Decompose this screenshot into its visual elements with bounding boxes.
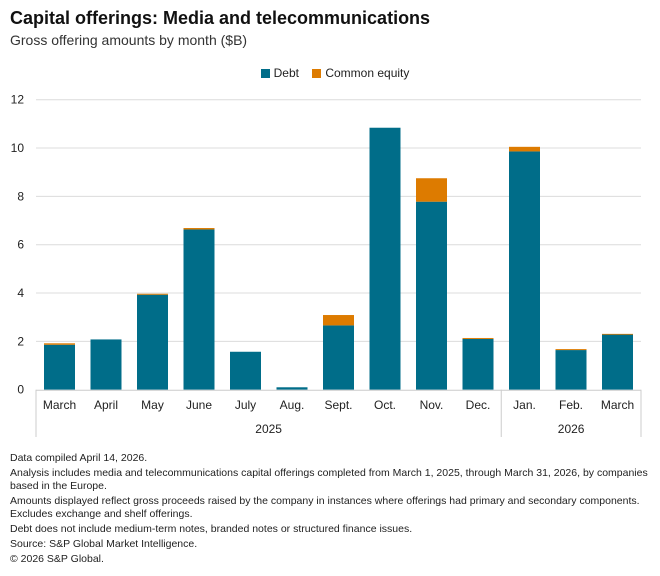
y-tick-label: 8 [17,189,24,203]
bar-debt [90,339,122,390]
x-tick-label: June [186,398,212,412]
bar-debt [602,334,633,390]
x-tick-label: July [235,398,256,412]
bar-debt [183,229,215,390]
note: Data compiled April 14, 2026. [10,452,148,464]
x-tick-label: May [141,398,164,412]
legend-swatch-equity [312,69,322,78]
year-label: 2026 [558,422,585,436]
bar-debt [323,325,354,390]
bar-debt [462,338,494,390]
note: © 2026 S&P Global. [10,553,104,565]
chart-title: Capital offerings: Media and telecommuni… [10,8,431,28]
legend-swatch-debt [260,69,270,78]
y-tick-label: 2 [17,334,24,348]
bar-equity [555,349,587,351]
note: Source: S&P Global Market Intelligence. [10,538,198,550]
bar-equity [602,333,633,335]
x-tick-label: Sept. [324,398,352,412]
note: Amounts displayed reflect gross proceeds… [10,495,640,520]
bar-debt [369,127,401,390]
x-tick-label: Jan. [513,398,536,412]
bar-debt [44,344,75,390]
y-tick-label: 10 [11,141,25,155]
x-tick-label: March [43,398,76,412]
bar-debt [137,294,168,390]
year-label: 2025 [255,422,282,436]
bar-equity [323,315,354,326]
x-tick-label: Aug. [280,398,305,412]
y-tick-label: 6 [17,238,24,252]
legend: Debt Common equity [0,66,660,80]
x-tick-label: Oct. [374,398,396,412]
bar-equity [416,178,447,202]
x-tick-label: Nov. [420,398,444,412]
bar-debt [276,387,308,390]
note: Analysis includes media and telecommunic… [10,467,648,492]
bar-debt [230,351,261,390]
bar-debt [555,350,587,390]
x-tick-label: April [94,398,118,412]
bar-equity [462,337,494,339]
y-tick-label: 4 [17,286,24,300]
y-tick-label: 12 [11,93,25,107]
y-tick-label: 0 [17,383,24,397]
bar-chart: 0 2 4 6 8 10 12 March April May June July Aug. Sept. O… [11,93,642,437]
bar-equity [44,343,75,345]
chart-subtitle: Gross offering amounts by month ($B) [10,32,248,48]
x-tick-label: Feb. [559,398,583,412]
x-tick-label: March [601,398,634,412]
legend-label-equity: Common equity [325,66,410,80]
bar-debt [416,201,447,390]
footnotes: Data compiled April 14, 2026. Analysis i… [10,452,650,568]
bar-equity [509,146,540,152]
bar-equity [137,293,168,295]
bar-equity [183,228,215,230]
x-tick-label: Dec. [466,398,491,412]
legend-label-debt: Debt [273,66,299,80]
bar-debt [509,151,540,390]
note: Debt does not include medium-term notes,… [10,523,413,535]
